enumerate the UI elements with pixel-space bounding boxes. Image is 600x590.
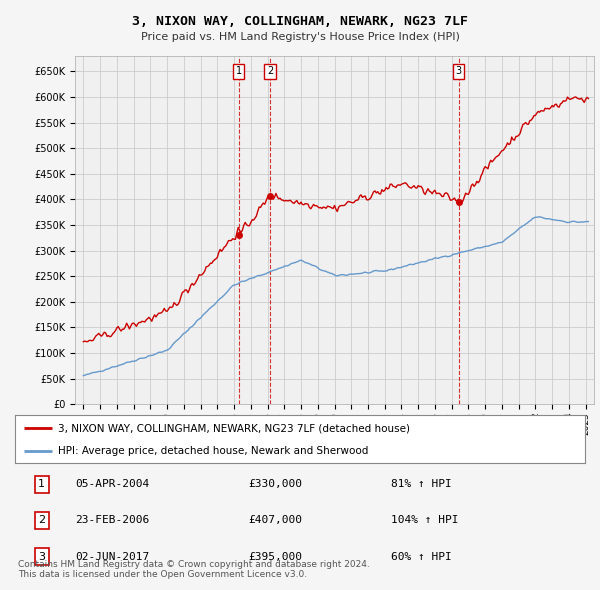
Text: 104% ↑ HPI: 104% ↑ HPI — [391, 516, 459, 525]
Text: £407,000: £407,000 — [249, 516, 303, 525]
Text: 05-APR-2004: 05-APR-2004 — [75, 479, 149, 489]
Text: 3, NIXON WAY, COLLINGHAM, NEWARK, NG23 7LF (detached house): 3, NIXON WAY, COLLINGHAM, NEWARK, NG23 7… — [58, 423, 410, 433]
Text: 02-JUN-2017: 02-JUN-2017 — [75, 552, 149, 562]
Text: 3: 3 — [455, 67, 462, 77]
Text: 2: 2 — [267, 67, 273, 77]
Text: HPI: Average price, detached house, Newark and Sherwood: HPI: Average price, detached house, Newa… — [58, 446, 368, 456]
Text: £395,000: £395,000 — [249, 552, 303, 562]
Text: 81% ↑ HPI: 81% ↑ HPI — [391, 479, 452, 489]
Text: 3: 3 — [38, 552, 45, 562]
Text: 1: 1 — [236, 67, 242, 77]
Text: 2: 2 — [38, 516, 46, 525]
Text: 3, NIXON WAY, COLLINGHAM, NEWARK, NG23 7LF: 3, NIXON WAY, COLLINGHAM, NEWARK, NG23 7… — [132, 15, 468, 28]
Text: 1: 1 — [38, 479, 45, 489]
Text: 23-FEB-2006: 23-FEB-2006 — [75, 516, 149, 525]
Text: 60% ↑ HPI: 60% ↑ HPI — [391, 552, 452, 562]
Text: Contains HM Land Registry data © Crown copyright and database right 2024.
This d: Contains HM Land Registry data © Crown c… — [18, 560, 370, 579]
Text: £330,000: £330,000 — [249, 479, 303, 489]
Text: Price paid vs. HM Land Registry's House Price Index (HPI): Price paid vs. HM Land Registry's House … — [140, 32, 460, 42]
